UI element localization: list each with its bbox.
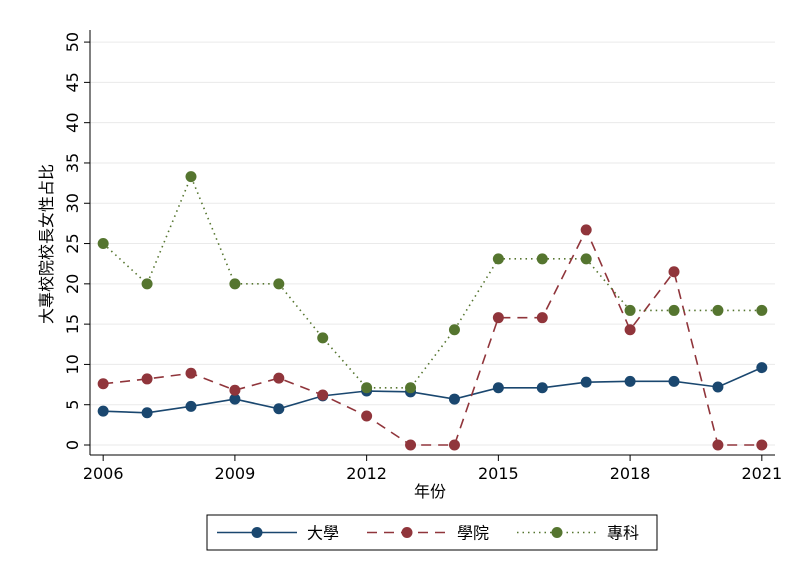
series-line [103,227,762,446]
point [580,224,592,236]
legend-label: 專科 [607,524,639,543]
point [185,171,197,183]
x-tick-label: 2018 [610,464,651,483]
x-axis-title: 年份 [414,482,446,501]
point [492,382,504,394]
point [141,373,153,385]
x-tick-label: 2009 [215,464,256,483]
point [141,278,153,290]
point [97,405,109,417]
x-tick-label: 2012 [346,464,387,483]
point [97,238,109,250]
x-tick-label: 2021 [741,464,782,483]
point [361,382,373,394]
point [97,378,109,390]
point [580,253,592,265]
point [273,403,285,415]
point [712,439,724,451]
point [448,439,460,451]
x-tick-label: 2006 [83,464,124,483]
point [405,439,417,451]
point [624,324,636,336]
point [492,253,504,265]
point [536,382,548,394]
y-tick-label: 35 [63,153,82,173]
y-axis-title: 大專校院校長女性占比 [37,164,56,324]
y-tick-label: 45 [63,72,82,92]
point [580,376,592,388]
point [273,372,285,384]
series-line [102,174,762,389]
legend-label: 大學 [307,524,339,543]
point [229,278,241,290]
point [273,278,285,290]
series-line [103,366,763,414]
point [756,304,768,316]
y-tick-label: 10 [63,354,82,374]
y-tick-label: 20 [63,274,82,294]
point [712,381,724,393]
point [185,367,197,379]
point [448,324,460,336]
point [668,375,680,387]
point [536,253,548,265]
y-tick-label: 40 [63,112,82,132]
y-tick-label: 50 [63,32,82,52]
x-tick-label: 2015 [478,464,519,483]
point [756,362,768,374]
point [317,332,329,344]
point [141,407,153,419]
point [624,304,636,316]
point [317,389,329,401]
y-tick-label: 0 [63,440,82,450]
point [536,312,548,324]
legend-label: 學院 [457,524,489,543]
y-tick-label: 15 [63,314,82,334]
legend-marker [401,527,413,538]
point [668,266,680,278]
point [668,304,680,316]
y-tick-label: 5 [63,400,82,410]
point [756,439,768,451]
point [448,393,460,405]
point [624,375,636,387]
point [229,384,241,396]
legend: 大學 學院 專科 [206,514,658,551]
legend-marker [251,527,263,538]
point [712,304,724,316]
point [405,382,417,394]
point [185,400,197,412]
legend-marker [551,527,563,538]
point [229,393,241,405]
point [492,312,504,324]
point [361,410,373,422]
y-tick-label: 25 [63,233,82,253]
y-tick-label: 30 [63,193,82,213]
